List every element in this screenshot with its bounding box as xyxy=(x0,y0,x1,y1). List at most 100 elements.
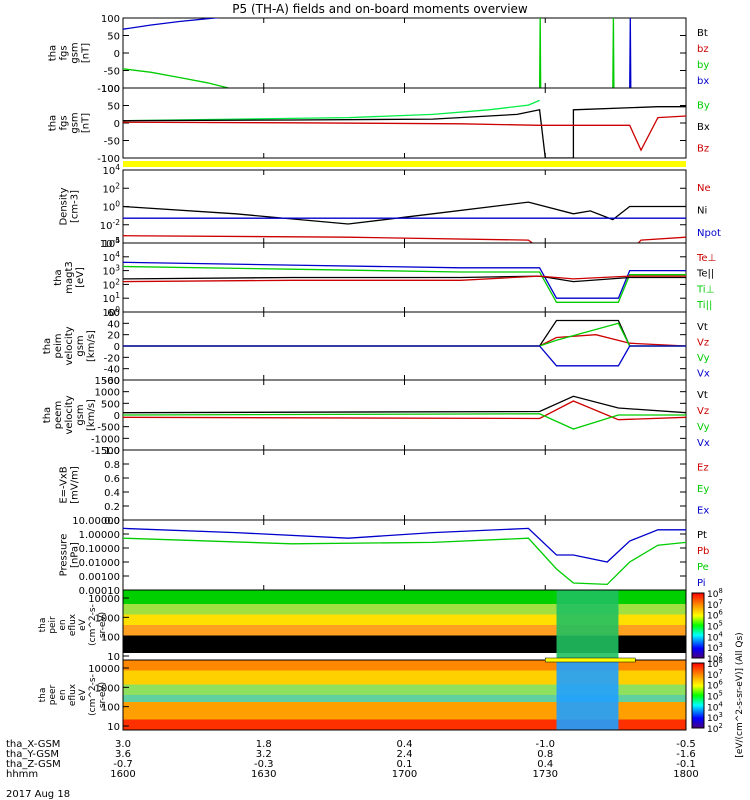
spectrogram-band xyxy=(123,660,686,671)
orbit-value: -0.7 xyxy=(113,759,133,770)
orbit-row-label: tha_Y-GSM xyxy=(6,749,59,760)
panel-density: 104 102 100 10-2 10-4 Density [cm-3] Ne Ni Npot xyxy=(59,163,721,250)
y-axis-label: tha xyxy=(53,269,64,285)
series-line-Ti2 xyxy=(123,265,686,303)
orbit-value: -1.0 xyxy=(535,739,555,750)
y-axis-label: sr-eV) xyxy=(98,682,108,708)
series-line-Te2 xyxy=(123,275,686,283)
y-tick-label: 0.6 xyxy=(104,474,120,485)
y-axis-label: gsm xyxy=(75,404,86,425)
legend-entry: Vz xyxy=(697,337,709,348)
y-axis-label: [eV] xyxy=(75,267,86,288)
y-tick-label: 0.0 xyxy=(104,516,120,527)
colorbar-tick-label: 106 xyxy=(707,679,723,692)
y-tick-label: 104 xyxy=(102,163,120,177)
series-line-by-spike-2 xyxy=(612,18,615,88)
y-tick-label: -40 xyxy=(104,365,120,376)
orbit-value: 1.8 xyxy=(256,739,272,750)
colorbar-tick-label: 105 xyxy=(707,690,723,703)
y-axis-label: gsm xyxy=(70,42,81,63)
y-axis-label: peer xyxy=(48,684,58,705)
date-label: 2017 Aug 18 xyxy=(6,789,70,800)
orbit-value: 0.8 xyxy=(537,749,553,760)
legend-entry: Pe xyxy=(697,562,709,573)
y-tick-label: 10.00000 xyxy=(72,516,120,527)
series-line-Pe xyxy=(123,537,686,586)
y-axis-label: eflux xyxy=(68,613,78,636)
y-axis-label: magt3 xyxy=(64,261,75,294)
y-axis-label: eV xyxy=(78,688,88,701)
y-tick-label: 0 xyxy=(114,49,120,60)
series-line-Vz xyxy=(123,400,686,421)
colorbar-tick-label: 107 xyxy=(707,598,723,611)
y-tick-label: 0.8 xyxy=(104,460,120,471)
y-tick-label: 101 xyxy=(102,291,120,305)
legend-entry: Vt xyxy=(697,390,708,401)
colorbar-tick-label: 105 xyxy=(707,620,723,633)
y-axis-label: Density xyxy=(59,187,70,225)
y-axis-label: E=-VxB xyxy=(59,466,70,503)
legend-entry: bx xyxy=(697,76,709,87)
spectrogram-frame xyxy=(122,659,687,731)
y-tick-label: -50 xyxy=(104,137,120,148)
orbit-value: 1800 xyxy=(673,769,698,780)
y-tick-label: 0 xyxy=(114,411,120,422)
y-axis-label: fgs xyxy=(59,45,70,60)
orbit-value: -0.5 xyxy=(676,739,696,750)
orbit-value: 3.6 xyxy=(115,749,131,760)
y-tick-label: 60 xyxy=(107,308,120,319)
panel-fgs-gsm-2: 100 50 0 -50 -100 tha fgs gsm [nT] By Bx Bz xyxy=(48,84,710,165)
orbit-value: 1630 xyxy=(251,769,276,780)
y-tick-label: 0.00100 xyxy=(79,572,120,583)
y-tick-label: -60 xyxy=(104,376,120,387)
spectrogram-event xyxy=(556,590,619,660)
y-tick-label: 10 xyxy=(107,652,120,663)
orbit-value: 3.2 xyxy=(256,749,272,760)
legend-entry: Ey xyxy=(697,484,709,495)
colorbar-tick-label: 104 xyxy=(707,630,723,643)
legend-entry: by xyxy=(697,60,709,71)
series-line-by xyxy=(123,68,232,88)
spectrogram-band xyxy=(123,719,686,730)
spectrogram-flag xyxy=(545,657,636,663)
legend-entry: Ti|| xyxy=(696,300,712,311)
legend-entry: Ne xyxy=(697,183,711,194)
legend-entry: bz xyxy=(697,44,709,55)
y-tick-label: 10000 xyxy=(88,664,120,675)
y-axis-label: eV xyxy=(78,618,88,631)
series-line-bx xyxy=(123,18,222,30)
series-line-Bz xyxy=(123,115,686,152)
legend-entry: Ti⊥ xyxy=(696,284,714,295)
y-axis-label: tha xyxy=(42,338,53,354)
y-axis-label: peem xyxy=(53,401,64,429)
y-tick-label: -500 xyxy=(97,423,120,434)
y-tick-label: 100 xyxy=(102,200,120,214)
y-tick-label: 103 xyxy=(102,264,120,278)
legend-entry: Pb xyxy=(697,546,709,557)
y-tick-label: 1500 xyxy=(95,376,120,387)
y-axis-label: en xyxy=(58,619,68,630)
orbit-row-label: tha_X-GSM xyxy=(6,739,60,750)
y-axis-label: (cm^2-s- xyxy=(88,604,98,646)
y-tick-label: 0 xyxy=(114,342,120,353)
y-axis-label: peim xyxy=(53,333,64,358)
series-line-Bx xyxy=(123,106,686,158)
y-axis-label: tha xyxy=(48,45,59,61)
orbit-value: 1730 xyxy=(533,769,558,780)
y-tick-label: 0.00010 xyxy=(79,586,120,597)
y-tick-label: 500 xyxy=(101,399,120,410)
colorbar-tick-label: 108 xyxy=(707,657,723,670)
spectrogram-band xyxy=(123,590,686,604)
series-line-by-spike-1 xyxy=(538,18,542,88)
legend-entry: Te⊥ xyxy=(696,253,716,264)
spectrogram-band xyxy=(123,670,686,685)
y-tick-label: 100 xyxy=(101,633,120,644)
colorbar-tick-label: 102 xyxy=(707,722,723,735)
y-tick-label: -1500 xyxy=(91,446,120,457)
colorbar xyxy=(691,662,705,729)
y-axis-label: [km/s] xyxy=(86,399,97,431)
y-axis-label: velocity xyxy=(64,395,75,434)
panel-efield: 1.0 0.8 0.6 0.4 0.2 0.0 E=-VxB [mV/m] Ez Ey Ex xyxy=(59,446,710,527)
